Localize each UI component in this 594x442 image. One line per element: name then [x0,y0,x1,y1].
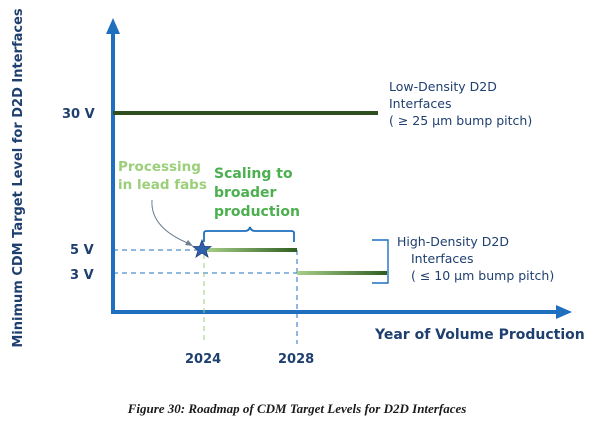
processing-arrowhead [185,240,193,246]
scaling-label-line3: production [214,204,300,220]
y-tick-30v: 30 V [62,107,95,122]
x-tick-2024: 2024 [185,352,221,367]
x-axis-label: Year of Volume Production [374,327,585,343]
x-tick-2028: 2028 [278,352,314,367]
processing-arrow [151,199,191,245]
low-density-label-line1: Low-Density D2D [389,79,497,94]
scaling-brace [203,226,295,242]
high-density-label-line2: Interfaces [411,251,473,266]
processing-label-line2: in lead fabs [118,177,207,193]
high-density-label-line1: High-Density D2D [397,234,509,249]
scaling-label-line1: Scaling to [214,166,293,182]
x-axis-arrow [556,305,572,319]
y-axis-label: Minimum CDM Target Level for D2D Interfa… [11,8,26,348]
figure-caption: Figure 30: Roadmap of CDM Target Levels … [127,401,467,416]
high-density-bracket [372,239,389,284]
low-density-label-line3: ( ≥ 25 µm bump pitch) [389,113,532,128]
y-axis-arrow [106,18,120,34]
scaling-label-line2: broader [214,185,277,201]
high-density-label-line3: ( ≤ 10 µm bump pitch) [411,268,554,283]
y-tick-3v: 3 V [70,268,94,283]
processing-label-line1: Processing [118,159,201,175]
series-high-density-5v [205,248,297,252]
low-density-label-line2: Interfaces [389,96,451,111]
series-high-density-3v [297,271,387,275]
milestone-star-marker [191,238,213,258]
y-tick-5v: 5 V [70,243,94,258]
